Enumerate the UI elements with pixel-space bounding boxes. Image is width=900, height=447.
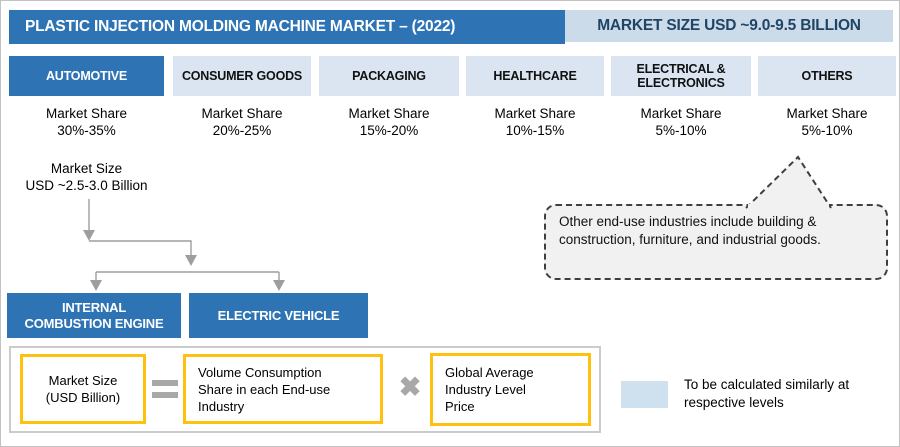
share-packaging: Market Share 15%-20%	[319, 105, 459, 139]
formula-operand1-box: Volume Consumption Share in each End-use…	[183, 354, 383, 424]
market-size-value: USD ~2.5-3.0 Billion	[25, 178, 148, 193]
market-size-label: Market Size	[50, 161, 123, 176]
formula-container: Market Size (USD Billion) Volume Consump…	[9, 346, 601, 433]
legend-swatch	[621, 381, 668, 408]
automotive-market-size: Market Size USD ~2.5-3.0 Billion	[9, 160, 164, 194]
category-packaging: PACKAGING	[319, 56, 459, 96]
share-electrical-electronics: Market Share 5%-10%	[611, 105, 751, 139]
share-label: Market Share	[786, 106, 868, 121]
formula-operand2-box: Global Average Industry Level Price	[430, 353, 591, 426]
page-title: PLASTIC INJECTION MOLDING MACHINE MARKET…	[9, 10, 565, 44]
legend-text: To be calculated similarly at respective…	[684, 377, 850, 410]
category-electrical-electronics: ELECTRICAL & ELECTRONICS	[611, 56, 751, 96]
share-value: 10%-15%	[505, 123, 565, 138]
share-value: 5%-10%	[655, 123, 707, 138]
share-label: Market Share	[45, 106, 128, 121]
share-others: Market Share 5%-10%	[758, 105, 896, 139]
share-consumer-goods: Market Share 20%-25%	[173, 105, 311, 139]
multiply-icon: ✖	[398, 372, 422, 402]
category-consumer-goods: CONSUMER GOODS	[173, 56, 311, 96]
equals-icon	[152, 380, 178, 404]
share-value: 20%-25%	[212, 123, 272, 138]
share-healthcare: Market Share 10%-15%	[466, 105, 604, 139]
segment-electric-vehicle: ELECTRIC VEHICLE	[189, 293, 368, 338]
category-healthcare: HEALTHCARE	[466, 56, 604, 96]
share-automotive: Market Share 30%-35%	[9, 105, 164, 139]
share-value: 30%-35%	[57, 123, 116, 138]
share-value: 15%-20%	[359, 123, 419, 138]
others-callout: Other end-use industries include buildin…	[544, 204, 888, 280]
total-market-size-badge: MARKET SIZE USD ~9.0-9.5 BILLION	[565, 10, 893, 42]
formula-result-box: Market Size (USD Billion)	[20, 354, 146, 424]
category-others: OTHERS	[758, 56, 896, 96]
segment-internal-combustion-engine: INTERNAL COMBUSTION ENGINE	[7, 293, 181, 338]
category-automotive: AUTOMOTIVE	[9, 56, 164, 96]
share-label: Market Share	[201, 106, 283, 121]
share-label: Market Share	[494, 106, 576, 121]
share-label: Market Share	[640, 106, 722, 121]
share-label: Market Share	[348, 106, 430, 121]
share-value: 5%-10%	[801, 123, 853, 138]
